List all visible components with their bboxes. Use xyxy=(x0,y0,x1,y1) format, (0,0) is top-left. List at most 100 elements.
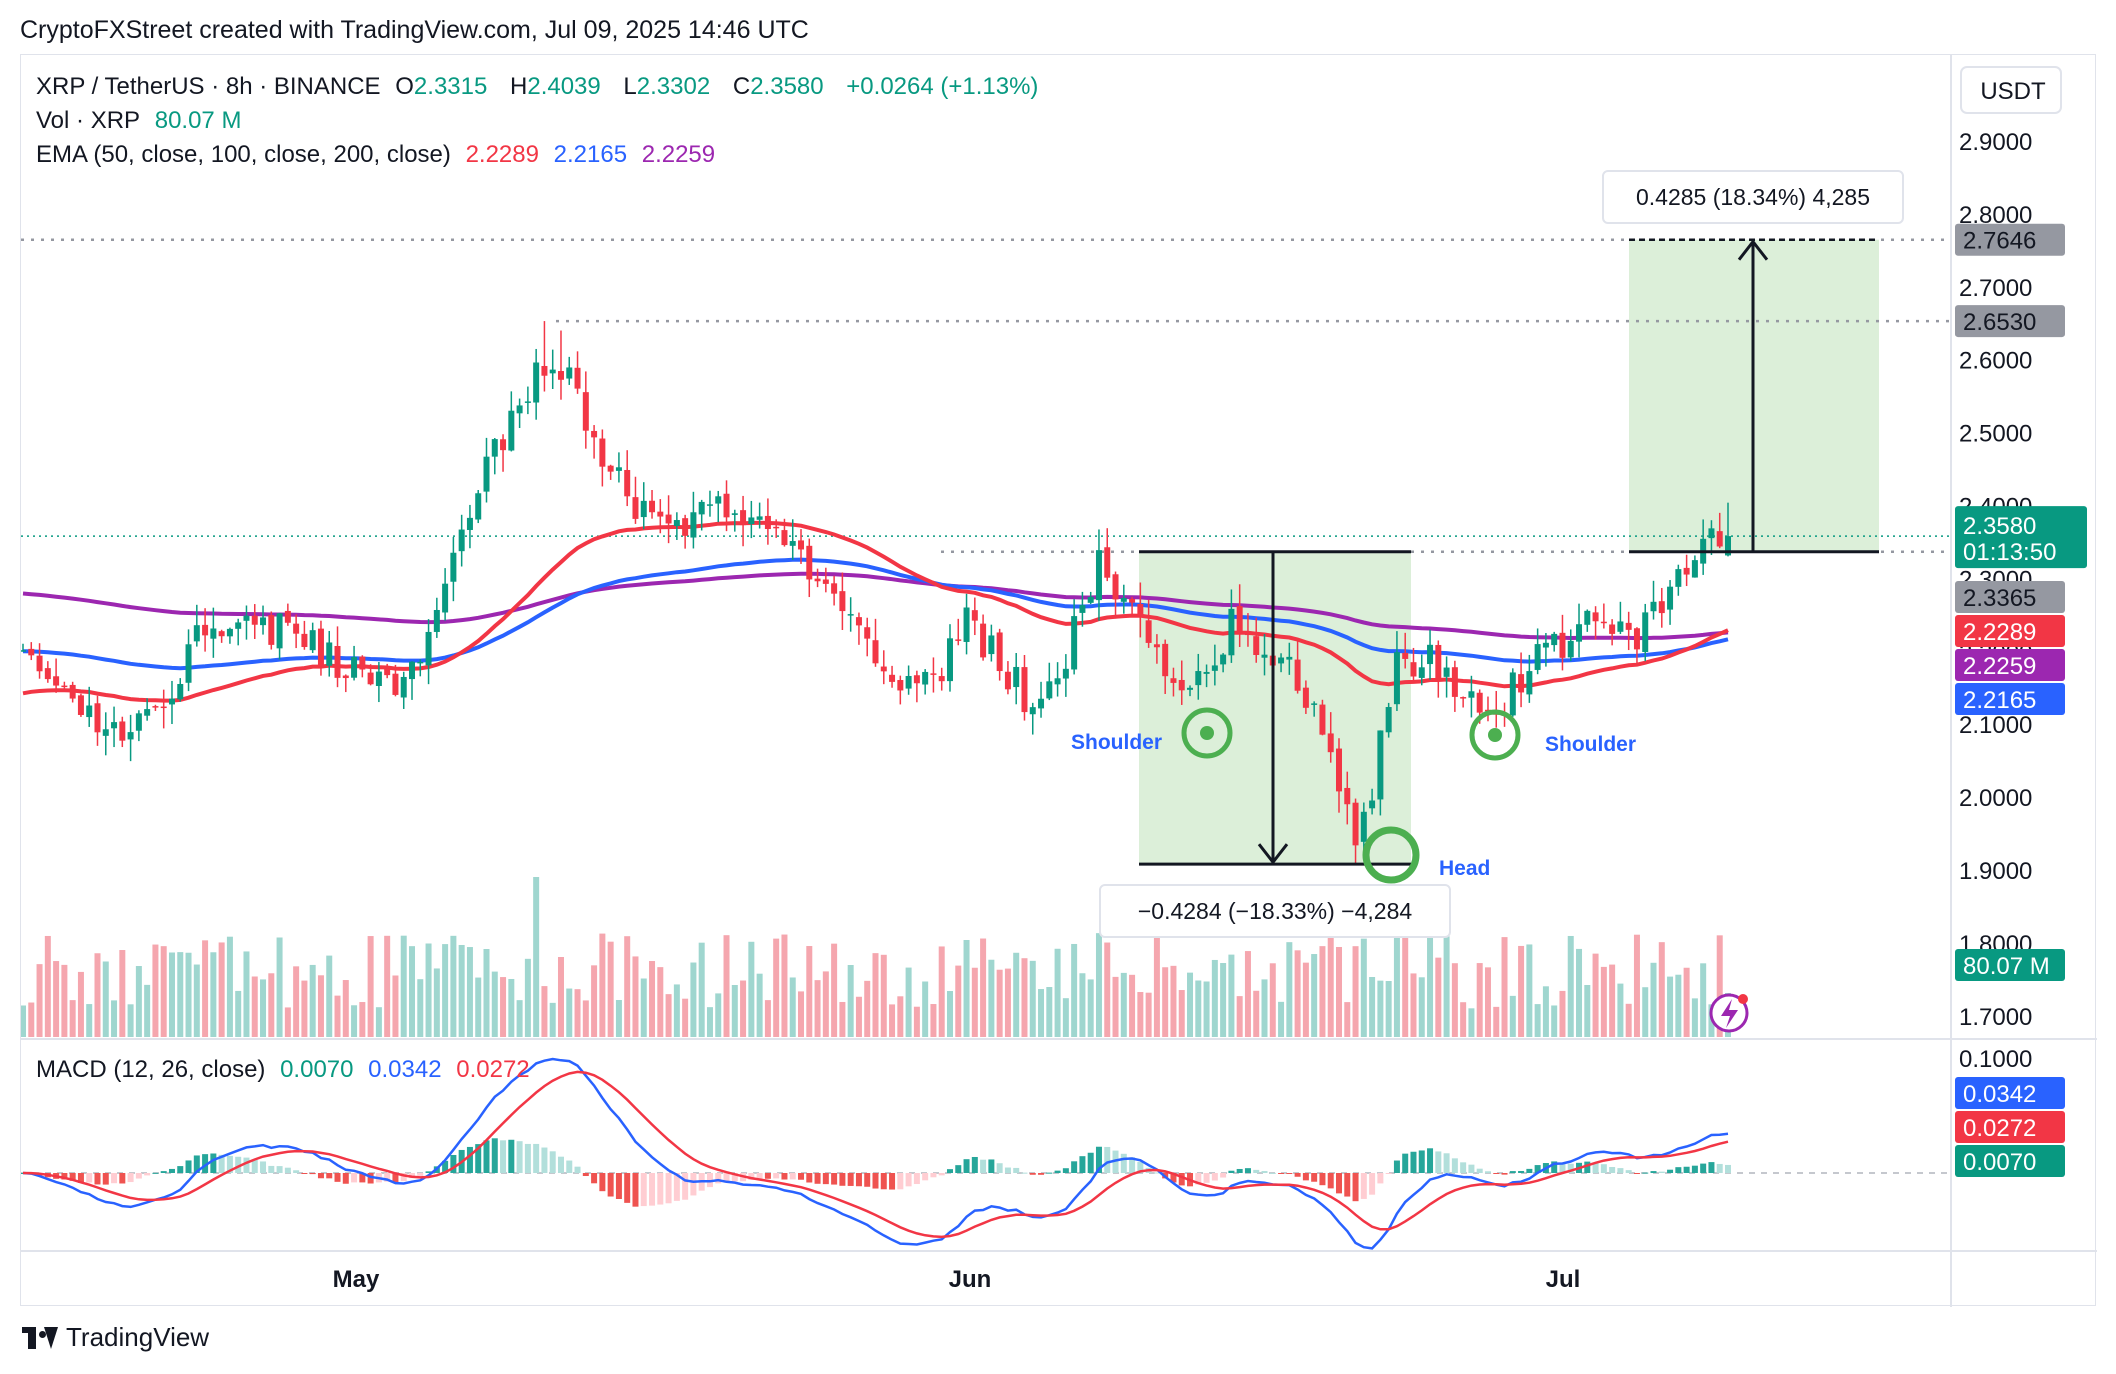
volume-bar xyxy=(1286,942,1293,1037)
macd-histogram-bar xyxy=(1278,1173,1285,1174)
candle xyxy=(1071,616,1078,670)
ema100-value: 2.2165 xyxy=(553,141,628,168)
chart-credit: CryptoFXStreet created with TradingView.… xyxy=(20,16,809,44)
volume-bar xyxy=(127,1004,134,1037)
macd-histogram-bar xyxy=(1244,1168,1251,1173)
candle xyxy=(185,644,192,683)
volume-bar xyxy=(673,984,680,1037)
candle xyxy=(417,661,424,664)
macd-histogram-bar xyxy=(1410,1151,1417,1173)
candle xyxy=(284,610,291,623)
ema-label[interactable]: EMA (50, close, 100, close, 200, close) xyxy=(36,141,451,168)
volume-bar xyxy=(94,953,101,1037)
candle xyxy=(44,668,51,680)
macd-histogram-bar xyxy=(1236,1168,1243,1173)
macd-histogram-bar xyxy=(1170,1173,1177,1183)
volume-label[interactable]: Vol · XRP xyxy=(36,107,141,134)
volume-bar xyxy=(557,957,564,1037)
volume-bar xyxy=(814,980,821,1037)
candle xyxy=(1187,687,1194,690)
macd-histogram-bar xyxy=(905,1173,912,1187)
macd-histogram-bar xyxy=(1095,1146,1102,1173)
tradingview-logo-icon xyxy=(22,1326,58,1349)
badge-high-level-bg xyxy=(1955,305,2065,338)
macd-histogram-bar xyxy=(1071,1161,1078,1173)
macd-histogram-bar xyxy=(930,1173,937,1178)
candle xyxy=(235,622,242,629)
candle xyxy=(400,676,407,698)
candle xyxy=(1004,671,1011,690)
chart-canvas[interactable]: Shoulder Shoulder Head 0.4285 (18.34%) 4,28… xyxy=(21,55,2097,1307)
macd-histogram-bar xyxy=(284,1167,291,1173)
badge-macd-signal-bg xyxy=(1955,1111,2065,1143)
macd-histogram-bar xyxy=(938,1173,945,1176)
tradingview-logo[interactable]: TradingView xyxy=(22,1322,209,1353)
volume-bar xyxy=(375,1007,382,1037)
measure-up-arrowhead xyxy=(1737,239,1769,261)
macd-histogram-bar xyxy=(144,1173,151,1176)
volume-bar xyxy=(748,941,755,1037)
candle xyxy=(466,517,473,530)
candle xyxy=(1327,733,1334,753)
volume-bar xyxy=(1435,957,1442,1037)
candle xyxy=(168,698,175,705)
volume-bar xyxy=(1319,946,1326,1037)
badge-volume: 80.07 M xyxy=(1963,953,2050,980)
badge-ema50: 2.2289 xyxy=(1963,619,2036,646)
volume-bar xyxy=(723,935,730,1037)
volume-bar xyxy=(160,946,167,1037)
volume-bar xyxy=(632,956,639,1037)
macd-histogram-bar xyxy=(1526,1168,1533,1173)
candle xyxy=(615,467,622,471)
volume-bar xyxy=(268,973,275,1037)
volume-bar xyxy=(1153,936,1160,1037)
candle xyxy=(591,430,598,438)
macd-signal-line xyxy=(22,1070,1729,1239)
candle xyxy=(1377,730,1384,800)
volume-bar xyxy=(1518,945,1525,1037)
candle xyxy=(582,392,589,431)
volume-bar xyxy=(566,988,573,1037)
candle xyxy=(789,541,796,546)
macd-histogram-bar xyxy=(193,1155,200,1173)
candle xyxy=(524,401,531,403)
volume-bar xyxy=(235,990,242,1037)
volume-bar xyxy=(1195,980,1202,1037)
macd-histogram-bar xyxy=(235,1156,242,1173)
measure-up-label: 0.4285 (18.34%) 4,285 xyxy=(1636,184,1870,210)
candle xyxy=(317,628,324,667)
volume-bar xyxy=(1311,954,1318,1037)
volume-bar xyxy=(1062,998,1069,1037)
volume-bar xyxy=(135,966,142,1037)
macd-histogram-bar xyxy=(425,1171,432,1173)
macd-tick-label: 0.1000 xyxy=(1959,1046,2032,1073)
volume-bar xyxy=(243,951,250,1037)
macd-histogram-bar xyxy=(1683,1166,1690,1173)
macd-histogram-bar xyxy=(673,1173,680,1201)
macd-histogram-bar xyxy=(748,1173,755,1180)
candle xyxy=(260,617,267,626)
volume-bar xyxy=(301,980,308,1037)
macd-histogram-bar xyxy=(1534,1165,1541,1173)
volume-bar xyxy=(1443,936,1450,1037)
candle xyxy=(541,365,548,376)
macd-histogram-bar xyxy=(897,1173,904,1190)
head-circle xyxy=(1362,826,1420,884)
macd-histogram-bar xyxy=(1261,1171,1268,1173)
macd-histogram-bar xyxy=(922,1173,929,1181)
badge-ema200-bg xyxy=(1955,649,2065,681)
macd-histogram-bar xyxy=(491,1138,498,1173)
volume-bar xyxy=(855,996,862,1037)
volume-bar xyxy=(359,1002,366,1037)
macd-histogram-bar xyxy=(1195,1173,1202,1185)
candle xyxy=(1211,665,1218,671)
badge-last-price: 2.3580 xyxy=(1963,513,2036,540)
macd-label[interactable]: MACD (12, 26, close) xyxy=(36,1056,266,1083)
legend-symbol[interactable]: XRP / TetherUS · 8h · BINANCE xyxy=(36,73,381,100)
macd-histogram-bar xyxy=(566,1160,573,1173)
macd-histogram-bar xyxy=(591,1173,598,1184)
volume-bar xyxy=(1302,962,1309,1037)
volume-bar xyxy=(582,1000,589,1037)
candle xyxy=(442,583,449,613)
macd-histogram-bar xyxy=(1203,1173,1210,1183)
